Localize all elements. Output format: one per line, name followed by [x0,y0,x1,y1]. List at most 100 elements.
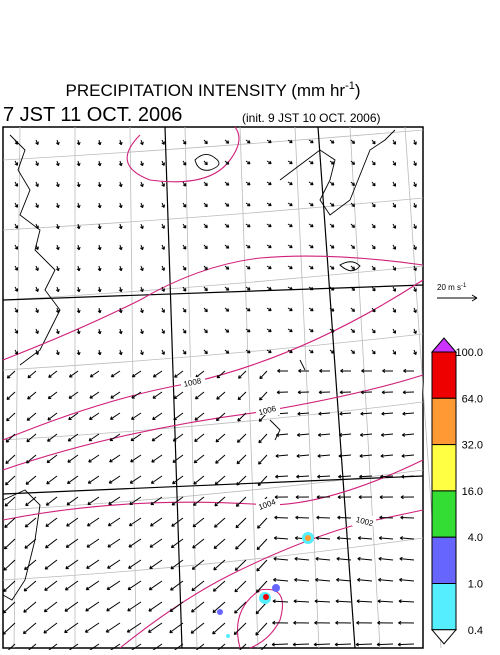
wind-arrow [203,160,208,166]
wind-arrow [308,307,314,312]
wind-arrow [245,139,251,144]
wind-arrow [403,368,415,373]
wind-arrow [245,349,251,354]
wind-arrow [287,244,293,249]
wind-arrow [55,181,60,188]
wind-arrow [212,580,226,592]
wind-scale-label: 20 m s-1 [437,283,467,292]
wind-arrow [4,517,16,529]
wind-arrow [108,496,121,505]
wind-arrow [44,580,58,591]
wind-arrow [399,536,415,541]
wind-arrow [266,181,272,186]
wind-arrow [213,538,226,550]
wind-arrow [203,139,208,145]
precip-cell [305,535,311,541]
wind-arrow [76,181,81,188]
wind-arrow [152,370,163,378]
wind-arrow [336,577,352,582]
colorbar-segment [431,490,457,538]
wind-arrow [55,307,60,314]
grid-line [13,126,21,649]
wind-arrow [215,412,226,422]
wind-arrow [350,286,356,291]
wind-arrow [275,432,289,437]
wind-arrow [257,517,268,529]
wind-arrow [314,620,331,625]
wind-arrow [215,433,226,443]
wind-arrow [338,474,352,479]
wind-arrow [140,181,144,188]
wind-arrow [170,559,184,570]
wind-arrow [371,160,376,166]
wind-arrow [55,328,60,335]
wind-arrow [140,202,144,209]
wind-arrow [55,139,60,146]
wind-arrow [130,433,142,442]
wind-arrow [193,454,205,464]
grid-line [2,469,424,511]
wind-arrow [359,432,373,437]
wind-arrow [308,328,314,333]
lat-lon-grid [2,126,442,649]
wind-arrow [380,453,394,458]
wind-arrow [360,390,373,395]
wind-arrow [335,620,352,625]
wind-arrow [46,475,58,485]
colorbar-segment [431,397,457,446]
wind-arrow [203,181,208,187]
wind-arrow [192,538,205,549]
precip-cell [263,594,269,600]
wind-arrow [14,349,19,355]
wind-arrow [109,454,121,463]
wind-arrow [97,307,102,314]
wind-arrow [287,286,293,291]
wind-arrow [149,538,163,548]
wind-arrow [149,559,163,570]
wind-arrow [182,265,187,271]
wind-arrow [118,286,123,293]
wind-arrow [64,601,79,612]
wind-arrow [245,244,251,249]
wind-arrow [109,433,121,442]
wind-arrow [392,181,397,187]
wind-arrow [401,432,415,437]
wind-arrow [127,601,142,612]
wind-arrow [127,580,142,591]
wind-arrow [308,286,314,291]
wind-arrow [203,202,208,208]
wind-arrow [338,432,352,437]
wind-arrow [245,223,251,228]
wind-arrow [97,202,102,209]
wind-arrow [360,411,373,416]
wind-arrow [259,370,268,380]
map-area: 1008 1006 1004 1002 [2,126,442,655]
wind-arrow [329,202,335,207]
valid-time: 7 JST 11 OCT. 2006 [3,104,182,126]
wind-arrow [245,328,251,333]
wind-arrow [357,577,373,582]
wind-arrow [130,412,142,420]
wind-arrow [329,349,335,354]
wind-arrow [182,307,187,313]
wind-arrow [14,223,19,229]
wind-arrow [245,181,251,186]
wind-arrow [274,495,289,500]
wind-arrow [308,181,314,186]
wind-arrow [45,496,58,506]
title-close: ) [355,81,361,100]
wind-arrow [308,223,314,228]
wind-arrow [108,475,121,484]
wind-arrow [14,328,19,334]
wind-arrow [203,307,208,313]
wind-arrow [371,265,376,271]
wind-arrow [400,495,415,500]
wind-arrow [318,390,331,395]
wind-arrow [107,517,121,527]
wind-arrow [55,223,60,230]
wind-scale-text: 20 m s [437,283,461,292]
wind-arrow [399,556,415,561]
wind-arrow [27,391,37,400]
wind-arrow [297,390,310,395]
wind-arrow [14,160,19,166]
